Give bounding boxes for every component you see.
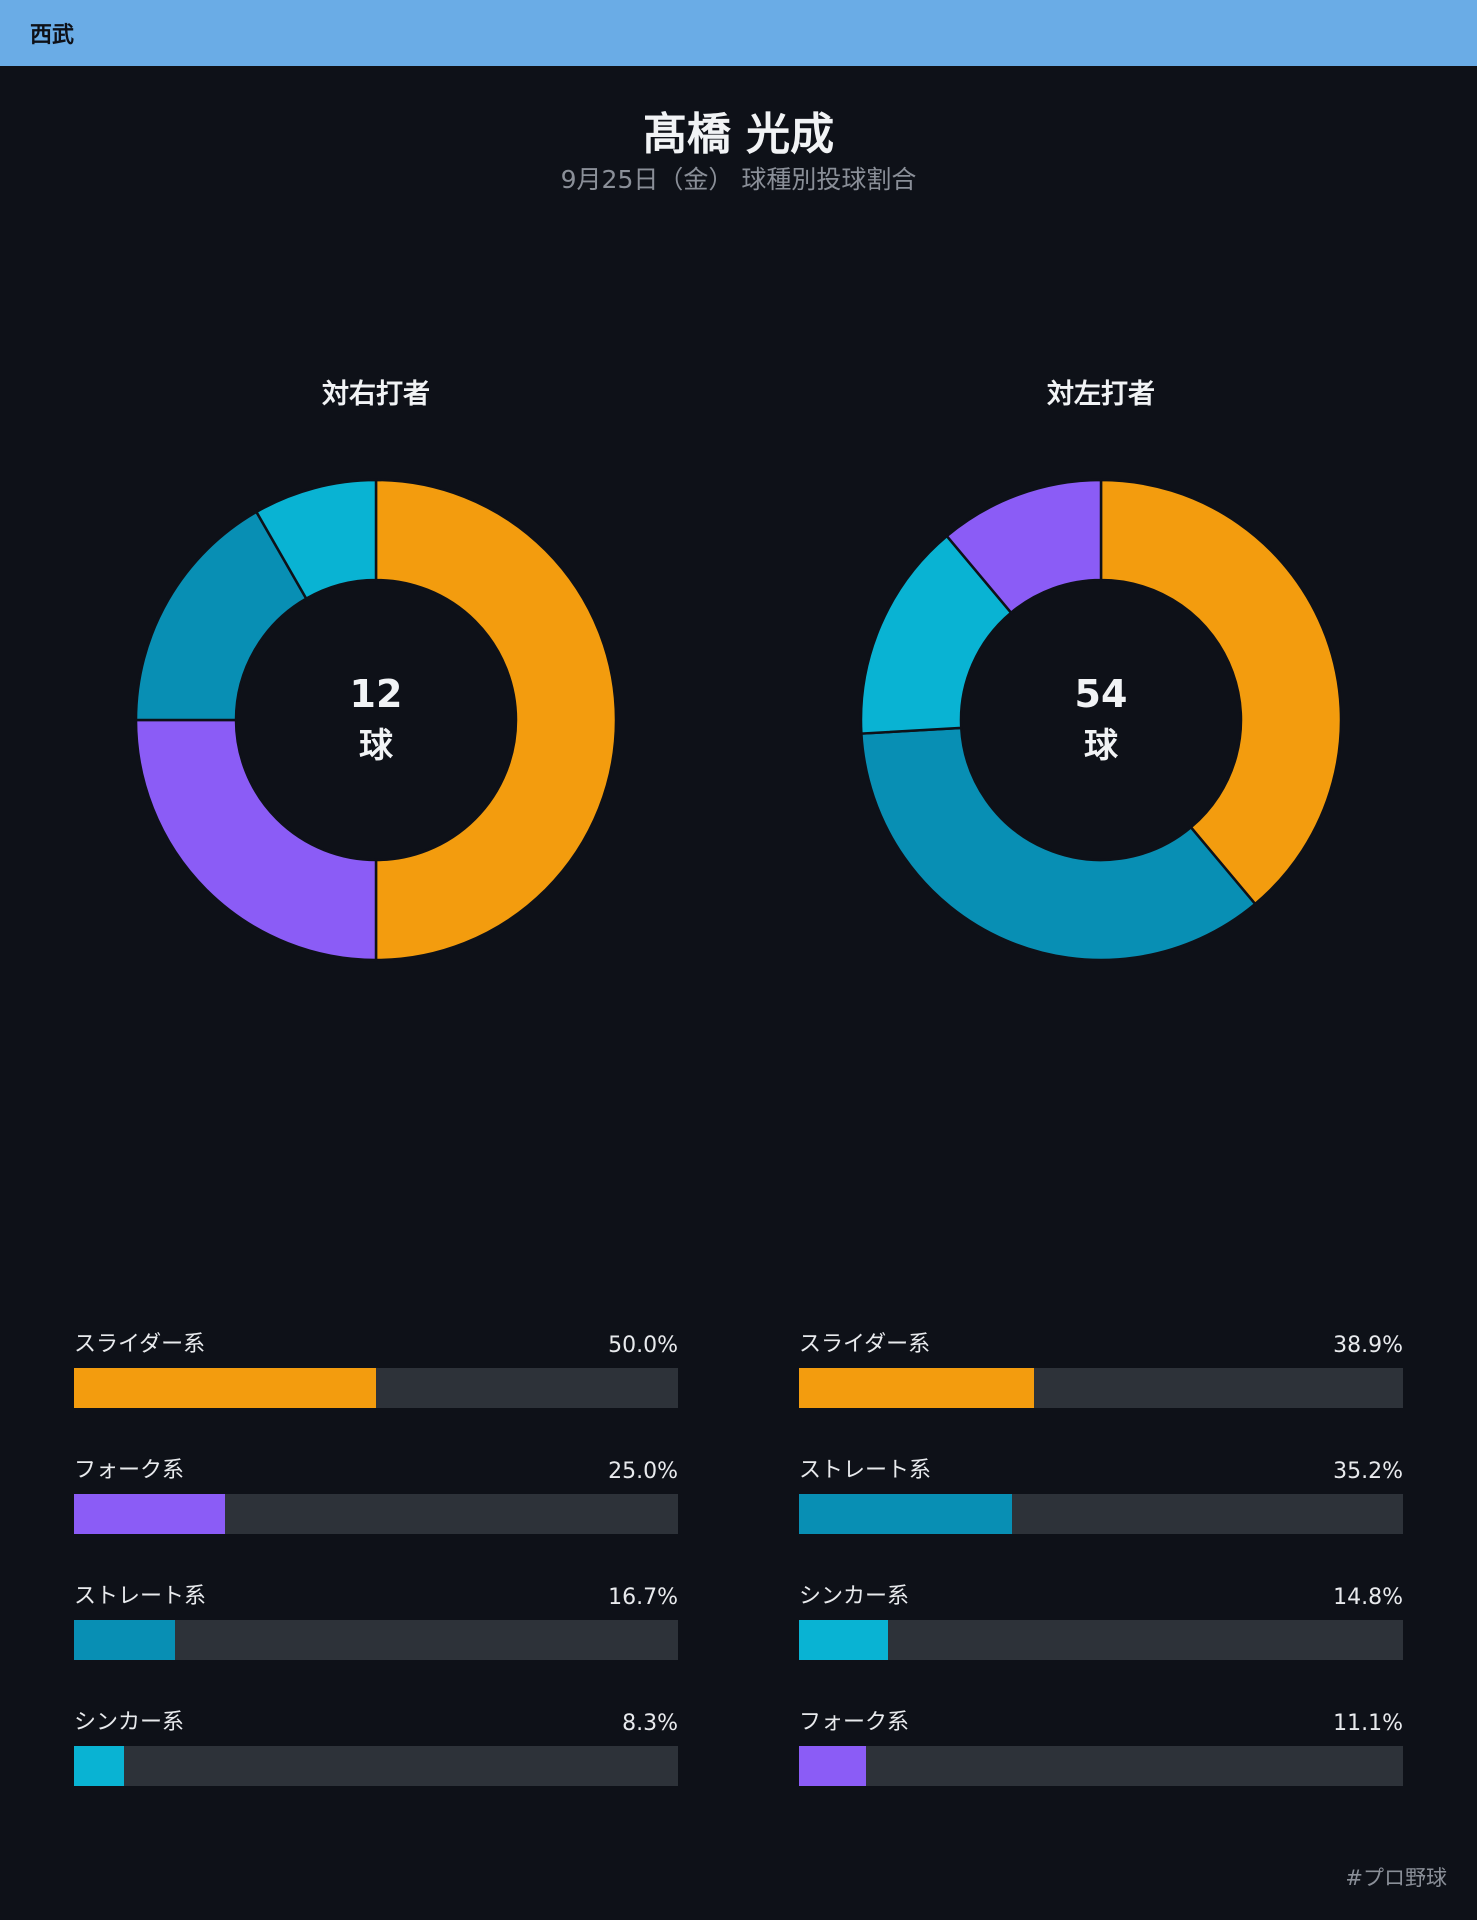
bar-list-vs-left: スライダー系 38.9% ストレート系 35.2% シンカー系 14.8% フォーク系… xyxy=(799,1320,1403,1824)
bar-track xyxy=(799,1368,1403,1408)
pitch-type-label: スライダー系 xyxy=(74,1332,206,1357)
pitch-count: 54 xyxy=(1074,672,1128,716)
bar-track xyxy=(799,1746,1403,1786)
bar-fill xyxy=(74,1494,225,1534)
pitch-type-label: シンカー系 xyxy=(799,1584,910,1609)
donut-center: 12 球 xyxy=(126,470,626,970)
chart-title: 対左打者 xyxy=(1047,379,1155,410)
pitch-percent: 8.3% xyxy=(622,1711,678,1736)
bar-fill xyxy=(799,1494,1012,1534)
pitch-percent: 25.0% xyxy=(608,1459,678,1484)
hashtag-footer: #プロ野球 xyxy=(1345,1866,1447,1890)
pitch-percent: 14.8% xyxy=(1333,1585,1403,1610)
pitch-percent: 35.2% xyxy=(1333,1459,1403,1484)
bar-item: スライダー系 50.0% xyxy=(74,1320,678,1446)
bar-fill xyxy=(799,1368,1034,1408)
bar-fill xyxy=(799,1620,889,1660)
bar-track xyxy=(74,1620,678,1660)
bar-fill xyxy=(799,1746,867,1786)
donut-slice xyxy=(1099,478,1343,906)
donut-svg xyxy=(859,478,1343,962)
bar-fill xyxy=(74,1620,175,1660)
page-title: 髙橋 光成 xyxy=(642,109,835,160)
donut-svg xyxy=(134,478,618,962)
bar-track xyxy=(74,1494,678,1534)
pitch-percent: 16.7% xyxy=(608,1585,678,1610)
bar-item: シンカー系 8.3% xyxy=(74,1698,678,1824)
pitch-type-label: ストレート系 xyxy=(799,1458,932,1483)
pitch-percent: 50.0% xyxy=(608,1333,678,1358)
page-subtitle: 9月25日（金） 球種別投球割合 xyxy=(560,165,917,194)
bar-item: ストレート系 16.7% xyxy=(74,1572,678,1698)
bar-track xyxy=(799,1494,1403,1534)
donut-slice xyxy=(374,478,618,962)
team-header-bar: 西武 xyxy=(0,0,1477,66)
bar-list-vs-right: スライダー系 50.0% フォーク系 25.0% ストレート系 16.7% シンカー系… xyxy=(74,1320,678,1824)
bar-item: シンカー系 14.8% xyxy=(799,1572,1403,1698)
donut-slice xyxy=(860,726,1257,962)
bar-item: フォーク系 25.0% xyxy=(74,1446,678,1572)
donut-slice xyxy=(254,478,378,601)
pitch-count: 12 xyxy=(349,672,403,716)
bar-item: フォーク系 11.1% xyxy=(799,1698,1403,1824)
bar-fill xyxy=(74,1746,125,1786)
donut-wrap: 12 球 xyxy=(126,470,626,970)
pitch-unit: 球 xyxy=(359,726,393,766)
donut-chart-vs-left: 対左打者 54 球 xyxy=(851,375,1351,970)
bar-item: ストレート系 35.2% xyxy=(799,1446,1403,1572)
pitch-percent: 11.1% xyxy=(1333,1711,1403,1736)
donut-wrap: 54 球 xyxy=(851,470,1351,970)
pitch-type-label: スライダー系 xyxy=(799,1332,931,1357)
bar-track xyxy=(74,1368,678,1408)
donut-slice xyxy=(945,478,1103,615)
donut-chart-vs-right: 対右打者 12 球 xyxy=(126,375,626,970)
pitch-unit: 球 xyxy=(1084,726,1118,766)
pitch-type-label: ストレート系 xyxy=(74,1584,207,1609)
donut-slice xyxy=(134,718,378,962)
pitch-type-label: フォーク系 xyxy=(799,1710,910,1735)
donut-slice xyxy=(134,510,308,722)
donut-center: 54 球 xyxy=(851,470,1351,970)
bar-fill xyxy=(74,1368,376,1408)
bar-item: スライダー系 38.9% xyxy=(799,1320,1403,1446)
bar-track xyxy=(74,1746,678,1786)
pitch-percent: 38.9% xyxy=(1333,1333,1403,1358)
pitch-type-label: フォーク系 xyxy=(74,1458,185,1483)
team-name: 西武 xyxy=(30,23,75,48)
chart-title: 対右打者 xyxy=(322,379,430,410)
bar-track xyxy=(799,1620,1403,1660)
pitch-type-label: シンカー系 xyxy=(74,1710,185,1735)
